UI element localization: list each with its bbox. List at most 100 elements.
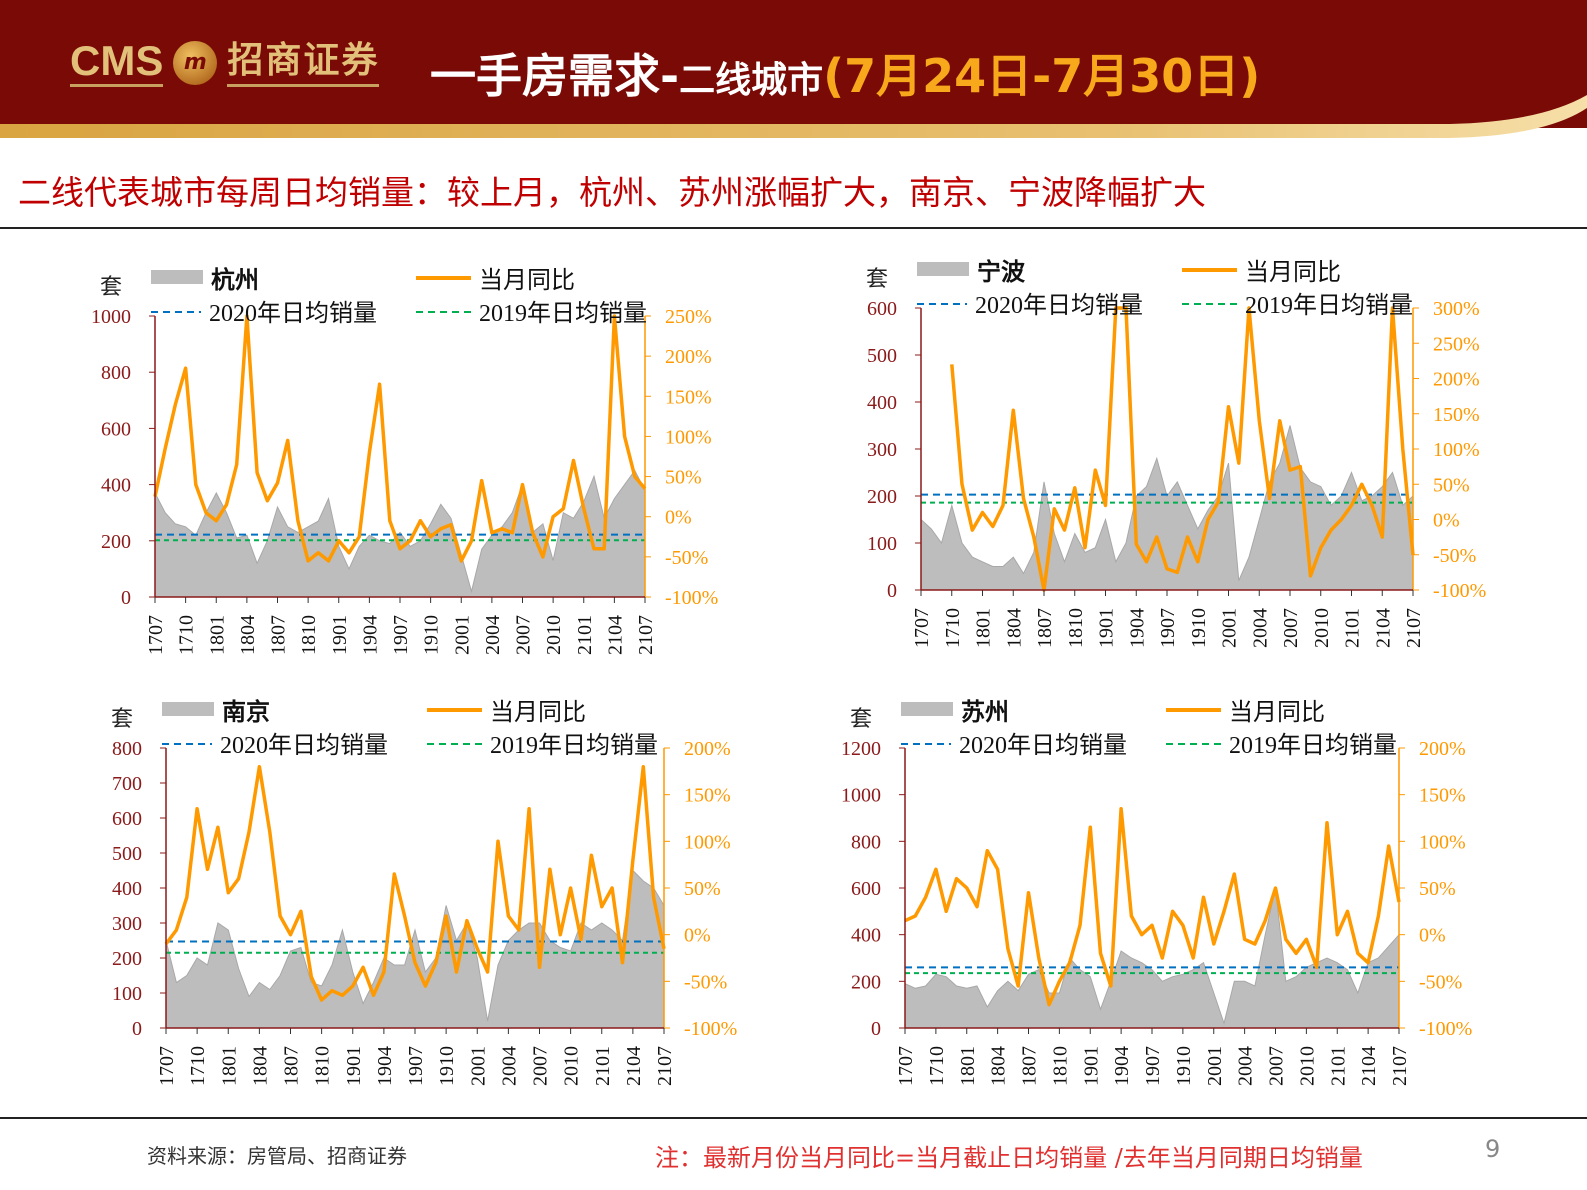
right-tick-label: 150% [684, 785, 731, 807]
legend-2019-label: 2019年日均销量 [1229, 732, 1397, 759]
left-tick-label: 100 [112, 983, 142, 1005]
x-tick-label: 1801 [957, 1046, 979, 1086]
left-tick-label: 400 [851, 925, 881, 947]
title-date: (7月24日-7月30日) [823, 49, 1261, 103]
x-tick-label: 2104 [604, 615, 626, 655]
left-tick-label: 300 [867, 439, 897, 461]
x-tick-label: 1710 [942, 608, 964, 648]
x-tick-label: 1801 [218, 1046, 240, 1086]
x-tick-label: 2004 [1235, 1046, 1257, 1086]
x-tick-label: 1807 [281, 1046, 303, 1086]
x-tick-label: 1910 [421, 615, 443, 655]
left-tick-label: 600 [101, 418, 131, 440]
x-tick-label: 2101 [592, 1046, 614, 1086]
chart-2: 0 100 200 300 400 500 600 700 800 -100% -50% 0% 50% 1… [111, 698, 737, 1086]
chart-0: 0 200 400 600 800 1000 -100% -50% 0% 50% 100% 150% 2… [91, 266, 718, 655]
logo-cn-text: 招商证券 [227, 38, 380, 87]
right-tick-label: 250% [1433, 333, 1480, 355]
right-tick-label: -100% [665, 587, 718, 609]
x-tick-label: 2107 [654, 1046, 676, 1086]
legend-2020-label: 2020年日均销量 [220, 732, 388, 759]
x-tick-label: 1901 [1080, 1046, 1102, 1086]
x-tick-label: 1804 [249, 1046, 271, 1086]
x-tick-label: 2107 [635, 615, 657, 655]
x-tick-label: 2010 [543, 615, 565, 655]
x-tick-label: 1807 [1034, 608, 1056, 648]
legend-area-label: 南京 [222, 698, 270, 726]
x-tick-label: 1810 [1065, 608, 1087, 648]
legend-area-swatch [151, 270, 203, 284]
cms-logo: CMS m 招商证券 [70, 38, 380, 87]
sales-area [165, 869, 665, 1029]
x-tick-label: 1907 [1157, 608, 1179, 648]
x-tick-label: 2001 [1204, 1046, 1226, 1086]
top-divider [0, 227, 1587, 229]
x-tick-label: 1807 [268, 615, 290, 655]
left-tick-label: 200 [101, 531, 131, 553]
x-tick-label: 1907 [405, 1046, 427, 1086]
left-tick-label: 200 [867, 486, 897, 508]
left-tick-label: 500 [112, 843, 142, 865]
unit-label: 套 [866, 266, 888, 291]
x-tick-label: 1904 [1126, 608, 1148, 648]
right-tick-label: 100% [665, 426, 712, 448]
right-tick-label: 300% [1433, 298, 1480, 320]
title-main: 一手房需求- [430, 49, 680, 103]
x-tick-label: 1707 [145, 615, 167, 655]
left-tick-label: 400 [112, 878, 142, 900]
unit-label: 套 [100, 274, 122, 299]
right-tick-label: 200% [684, 738, 731, 760]
right-tick-label: -50% [1433, 545, 1476, 567]
x-tick-label: 2107 [1403, 608, 1425, 648]
left-tick-label: 1200 [841, 738, 881, 760]
x-tick-label: 1901 [1096, 608, 1118, 648]
right-tick-label: -50% [665, 547, 708, 569]
left-tick-label: 0 [121, 587, 131, 609]
chart-3: 0 200 400 600 800 1000 1200 -100% -50% 0% 50% 100% 1… [841, 699, 1472, 1086]
unit-label: 套 [850, 706, 872, 731]
legend-2019-label: 2019年日均销量 [490, 732, 658, 759]
left-tick-label: 500 [867, 345, 897, 367]
left-tick-label: 1000 [841, 785, 881, 807]
x-tick-label: 2107 [1389, 1046, 1411, 1086]
x-tick-label: 1910 [1188, 608, 1210, 648]
x-tick-label: 2001 [1219, 608, 1241, 648]
legend-yoy-label: 当月同比 [490, 699, 586, 726]
right-tick-label: 0% [684, 925, 711, 947]
footnote: 注：最新月份当月同比=当月截止日均销量 /去年当月同期日均销量 [655, 1144, 1363, 1172]
yoy-line [950, 306, 1415, 592]
right-tick-label: 0% [1433, 510, 1460, 532]
page-title: 一手房需求-二线城市(7月24日-7月30日) [430, 40, 1260, 106]
right-tick-label: 50% [665, 467, 702, 489]
left-tick-label: 800 [112, 738, 142, 760]
x-tick-label: 2001 [451, 615, 473, 655]
x-tick-label: 2104 [1372, 608, 1394, 648]
x-tick-label: 1710 [926, 1046, 948, 1086]
x-tick-label: 1707 [156, 1046, 178, 1086]
unit-label: 套 [111, 706, 133, 731]
x-tick-label: 1901 [329, 615, 351, 655]
legend-2020-label: 2020年日均销量 [975, 292, 1143, 319]
x-tick-label: 2010 [1296, 1046, 1318, 1086]
legend-area-label: 杭州 [211, 266, 259, 294]
x-tick-label: 2007 [1266, 1046, 1288, 1086]
x-tick-label: 1904 [1111, 1046, 1133, 1086]
x-tick-label: 2004 [1249, 608, 1271, 648]
x-tick-label: 1710 [187, 1046, 209, 1086]
x-tick-label: 1910 [1173, 1046, 1195, 1086]
legend-area-label: 苏州 [961, 699, 1009, 726]
left-tick-label: 0 [871, 1018, 881, 1040]
legend-2020-label: 2020年日均销量 [959, 732, 1127, 759]
legend-2019-label: 2019年日均销量 [479, 300, 647, 327]
header-bar: CMS m 招商证券 一手房需求-二线城市(7月24日-7月30日) [0, 0, 1587, 138]
legend-2020-label: 2020年日均销量 [209, 300, 377, 327]
x-tick-label: 1907 [1142, 1046, 1164, 1086]
right-tick-label: 200% [1433, 369, 1480, 391]
legend-yoy-label: 当月同比 [1229, 699, 1325, 726]
x-tick-label: 1801 [973, 608, 995, 648]
x-tick-label: 1801 [206, 615, 228, 655]
right-tick-label: 250% [665, 306, 712, 328]
right-tick-label: 200% [1419, 738, 1466, 760]
page-number: 9 [1485, 1135, 1501, 1163]
